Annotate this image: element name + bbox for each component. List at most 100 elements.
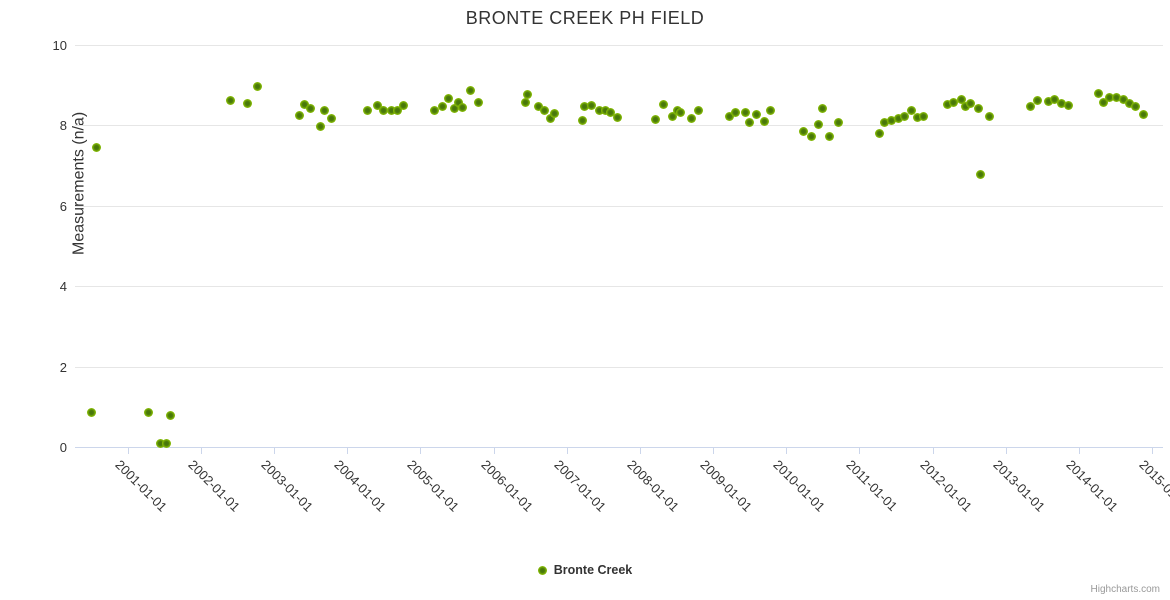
data-point[interactable] [299, 99, 309, 109]
data-point[interactable] [473, 98, 483, 108]
data-point[interactable] [818, 103, 828, 113]
data-point[interactable] [1139, 110, 1149, 120]
data-point[interactable] [393, 105, 403, 115]
data-point[interactable] [741, 107, 751, 117]
data-point[interactable] [540, 106, 550, 116]
data-point[interactable] [521, 98, 531, 108]
data-point[interactable] [1064, 100, 1074, 110]
data-point[interactable] [437, 101, 447, 111]
data-point[interactable] [1124, 98, 1134, 108]
data-point[interactable] [546, 113, 556, 123]
data-point[interactable] [833, 117, 843, 127]
x-axis-tick-label: 2004-01-01 [331, 457, 390, 515]
data-point[interactable] [824, 131, 834, 141]
data-point[interactable] [919, 112, 929, 122]
data-point[interactable] [725, 111, 735, 121]
data-point[interactable] [550, 108, 560, 118]
data-point[interactable] [320, 105, 329, 115]
data-point[interactable] [226, 95, 236, 105]
data-point[interactable] [595, 105, 605, 115]
data-point[interactable] [92, 142, 102, 152]
data-point[interactable] [86, 408, 96, 418]
data-point[interactable] [1111, 92, 1121, 102]
data-point[interactable] [363, 106, 373, 116]
data-point[interactable] [1044, 96, 1054, 106]
data-point[interactable] [449, 103, 459, 113]
data-point[interactable] [879, 118, 889, 128]
data-point[interactable] [430, 105, 440, 115]
data-point[interactable] [587, 100, 597, 110]
data-point[interactable] [612, 112, 622, 122]
data-point[interactable] [444, 94, 454, 104]
data-point[interactable] [1131, 101, 1141, 111]
data-point[interactable] [976, 169, 986, 179]
data-point[interactable] [453, 98, 463, 108]
data-point[interactable] [1098, 97, 1108, 107]
data-point[interactable] [1056, 98, 1066, 108]
data-point[interactable] [766, 106, 776, 116]
data-point[interactable] [457, 102, 467, 112]
data-point[interactable] [887, 116, 897, 126]
data-point[interactable] [912, 112, 922, 122]
data-point[interactable] [966, 98, 976, 108]
y-axis-tick-label: 8 [59, 118, 67, 134]
data-point[interactable] [658, 99, 668, 109]
data-point[interactable] [379, 105, 389, 115]
legend[interactable]: Bronte Creek [0, 563, 1170, 577]
legend-series-label[interactable]: Bronte Creek [553, 563, 633, 577]
data-point[interactable] [243, 98, 253, 108]
data-point[interactable] [600, 106, 610, 116]
data-point[interactable] [326, 114, 336, 124]
data-point[interactable] [1118, 94, 1128, 104]
data-point[interactable] [161, 439, 171, 449]
data-point[interactable] [693, 105, 703, 115]
data-point[interactable] [253, 81, 263, 91]
data-point[interactable] [1050, 94, 1060, 104]
y-gridline [75, 125, 1163, 127]
data-point[interactable] [942, 99, 952, 109]
data-point[interactable] [1033, 95, 1043, 105]
data-point[interactable] [373, 100, 383, 110]
data-point[interactable] [760, 116, 770, 126]
data-point[interactable] [156, 439, 166, 449]
data-point[interactable] [900, 112, 910, 122]
data-point[interactable] [960, 101, 970, 111]
data-point[interactable] [580, 101, 590, 111]
highcharts-credits-link[interactable]: Highcharts.com [1090, 584, 1160, 595]
data-point[interactable] [1094, 88, 1104, 98]
data-point[interactable] [1105, 92, 1115, 102]
data-point[interactable] [731, 107, 741, 117]
data-point[interactable] [315, 122, 325, 132]
data-point[interactable] [751, 109, 761, 119]
data-point[interactable] [676, 107, 686, 117]
data-point[interactable] [387, 106, 397, 116]
y-axis-tick-label: 4 [59, 279, 67, 295]
data-point[interactable] [1026, 102, 1036, 112]
data-point[interactable] [687, 113, 697, 123]
data-point[interactable] [399, 100, 409, 110]
data-point[interactable] [166, 411, 176, 421]
data-point[interactable] [985, 112, 995, 122]
data-point[interactable] [799, 126, 809, 136]
data-point[interactable] [651, 115, 661, 125]
data-point[interactable] [306, 103, 316, 113]
data-point[interactable] [874, 128, 884, 138]
data-point[interactable] [465, 85, 475, 95]
data-point[interactable] [745, 117, 755, 127]
data-point[interactable] [295, 111, 305, 121]
data-point[interactable] [144, 408, 154, 418]
data-point[interactable] [523, 89, 533, 99]
data-point[interactable] [906, 105, 916, 115]
data-point[interactable] [813, 119, 823, 129]
data-point[interactable] [974, 103, 984, 113]
x-axis-tick [566, 448, 568, 454]
data-point[interactable] [606, 107, 616, 117]
x-axis-line [75, 447, 1163, 448]
data-point[interactable] [949, 97, 959, 107]
data-point[interactable] [667, 111, 677, 121]
data-point[interactable] [578, 115, 588, 125]
data-point[interactable] [893, 113, 903, 123]
data-point[interactable] [534, 101, 544, 111]
data-point[interactable] [957, 94, 967, 104]
data-point[interactable] [807, 131, 817, 141]
